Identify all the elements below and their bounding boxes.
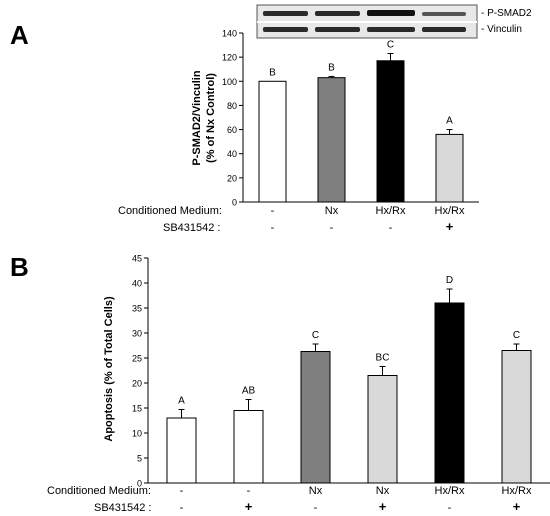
- vinculin-band-2: [315, 27, 360, 32]
- psmad2-band-4: [422, 12, 466, 16]
- panel-a-y-tick-label: 20: [227, 173, 237, 183]
- panel-b-y-tick-label: 10: [132, 429, 142, 439]
- panel-a-category-label: -: [271, 205, 275, 217]
- panel-a-significance-letter: C: [387, 40, 394, 51]
- panel-b-significance-letter: A: [178, 396, 185, 407]
- panel-a-significance-letter: A: [446, 116, 453, 127]
- panel-a-bar: [376, 60, 405, 203]
- panel-b-sb431542-label: -: [448, 502, 452, 514]
- panel-b-ylabel: Apoptosis (% of Total Cells): [103, 296, 115, 442]
- vinculin-band-3: [367, 27, 415, 32]
- panel-a-sb431542-label: -: [389, 222, 393, 234]
- panel-b-y-tick-label: 40: [132, 279, 142, 289]
- panel-b-sb431542-label: +: [379, 499, 387, 514]
- panel-b-category-label: -: [247, 485, 251, 497]
- panel-a-category-label: Nx: [325, 205, 339, 217]
- panel-b-bar: [233, 410, 264, 484]
- panel-a-sb431542-label: +: [446, 219, 454, 234]
- panel-b-y-tick-label: 0: [137, 479, 142, 489]
- panel-b-category-label: -: [180, 485, 184, 497]
- panel-a-sb431542-label: -: [330, 222, 334, 234]
- panel-a-ylabel: P-SMAD2/Vinculin (% of Nx Control): [191, 70, 217, 165]
- panel-b-y-tick-label: 35: [132, 304, 142, 314]
- panel-b-significance-letter: D: [446, 275, 453, 286]
- panel-a-label: A: [10, 20, 29, 50]
- panel-a-row-label-medium: Conditioned Medium:: [118, 205, 222, 217]
- panel-b-y-tick-label: 45: [132, 254, 142, 264]
- psmad2-band-1: [263, 11, 308, 16]
- panel-b-y-tick-label: 25: [132, 354, 142, 364]
- panel-b-bar: [367, 375, 398, 484]
- panel-b-category-label: Hx/Rx: [435, 485, 465, 497]
- panel-b-row-label-medium: Conditioned Medium:: [47, 485, 151, 497]
- panel-a-y-tick-label: 60: [227, 125, 237, 135]
- panel-b-category-label: Hx/Rx: [502, 485, 532, 497]
- panel-a-ylabel-line-2: (% of Nx Control): [205, 73, 217, 163]
- panel-b-y-tick-label: 20: [132, 379, 142, 389]
- panel-b-sb431542-label: +: [513, 499, 521, 514]
- panel-a-y-tick-label: 120: [222, 53, 237, 63]
- panel-a-significance-letter: B: [328, 62, 335, 73]
- panel-b-significance-letter: C: [312, 330, 319, 341]
- panel-a-y-tick-label: 0: [232, 198, 237, 208]
- panel-b-significance-letter: C: [513, 330, 520, 341]
- panel-a-row-label-sb: SB431542 :: [163, 222, 221, 234]
- blot-separator: [257, 21, 477, 23]
- psmad2-band-2: [315, 11, 360, 16]
- panel-a-ylabel-line-1: P-SMAD2/Vinculin: [191, 70, 203, 165]
- panel-a-y-tick-label: 140: [222, 29, 237, 39]
- panel-b-bar: [300, 351, 331, 484]
- panel-a-category-label: Hx/Rx: [435, 205, 465, 217]
- panel-b-sb431542-label: -: [314, 502, 318, 514]
- panel-b-bar: [501, 350, 532, 484]
- panel-b-label: B: [10, 252, 29, 282]
- panel-a-chart: 0 20 40 60 80 100 120 140 B - - B Nx - C Hx/Rx - A Hx/Rx +: [222, 29, 479, 234]
- panel-b-y-tick-label: 15: [132, 404, 142, 414]
- panel-a-sb431542-label: -: [271, 222, 275, 234]
- panel-b-y-tick-label: 5: [137, 454, 142, 464]
- panel-b-sb431542-label: -: [180, 502, 184, 514]
- panel-b-category-label: Nx: [309, 485, 323, 497]
- panel-a-y-tick-label: 80: [227, 101, 237, 111]
- panel-b-bar: [166, 417, 197, 484]
- panel-b-sb431542-label: +: [245, 499, 253, 514]
- vinculin-band-4: [422, 27, 466, 32]
- panel-a-category-label: Hx/Rx: [376, 205, 406, 217]
- panel-a-y-tick-label: 40: [227, 149, 237, 159]
- panel-b-row-label-sb: SB431542 :: [94, 502, 152, 514]
- blot-label-vinculin: - Vinculin: [481, 24, 522, 35]
- panel-a-y-tick-label: 100: [222, 77, 237, 87]
- panel-b-significance-letter: AB: [242, 386, 256, 397]
- western-blot: - P-SMAD2 - Vinculin: [256, 4, 532, 39]
- panel-b-category-label: Nx: [376, 485, 390, 497]
- panel-a: A - P-SMAD2 - Vinculin P-SMAD2/Vinculin …: [10, 4, 532, 234]
- panel-a-significance-letter: B: [269, 67, 276, 78]
- panel-b-bar: [434, 302, 465, 484]
- vinculin-band-1: [263, 27, 308, 32]
- panel-b-chart: 0 5 10 15 20 25 30 35 40 45 A - - AB - + C Nx - BC Nx + D Hx/Rx…: [132, 254, 550, 514]
- panel-b-y-tick-label: 30: [132, 329, 142, 339]
- panel-a-bar: [258, 80, 287, 203]
- panel-b-significance-letter: BC: [376, 353, 390, 364]
- blot-label-psmad2: - P-SMAD2: [481, 8, 532, 19]
- psmad2-band-3: [367, 10, 415, 16]
- panel-b: B Apoptosis (% of Total Cells) 0 5 10 15 20 2…: [10, 252, 550, 514]
- panel-a-bar: [317, 77, 346, 203]
- panel-a-bar: [435, 133, 464, 203]
